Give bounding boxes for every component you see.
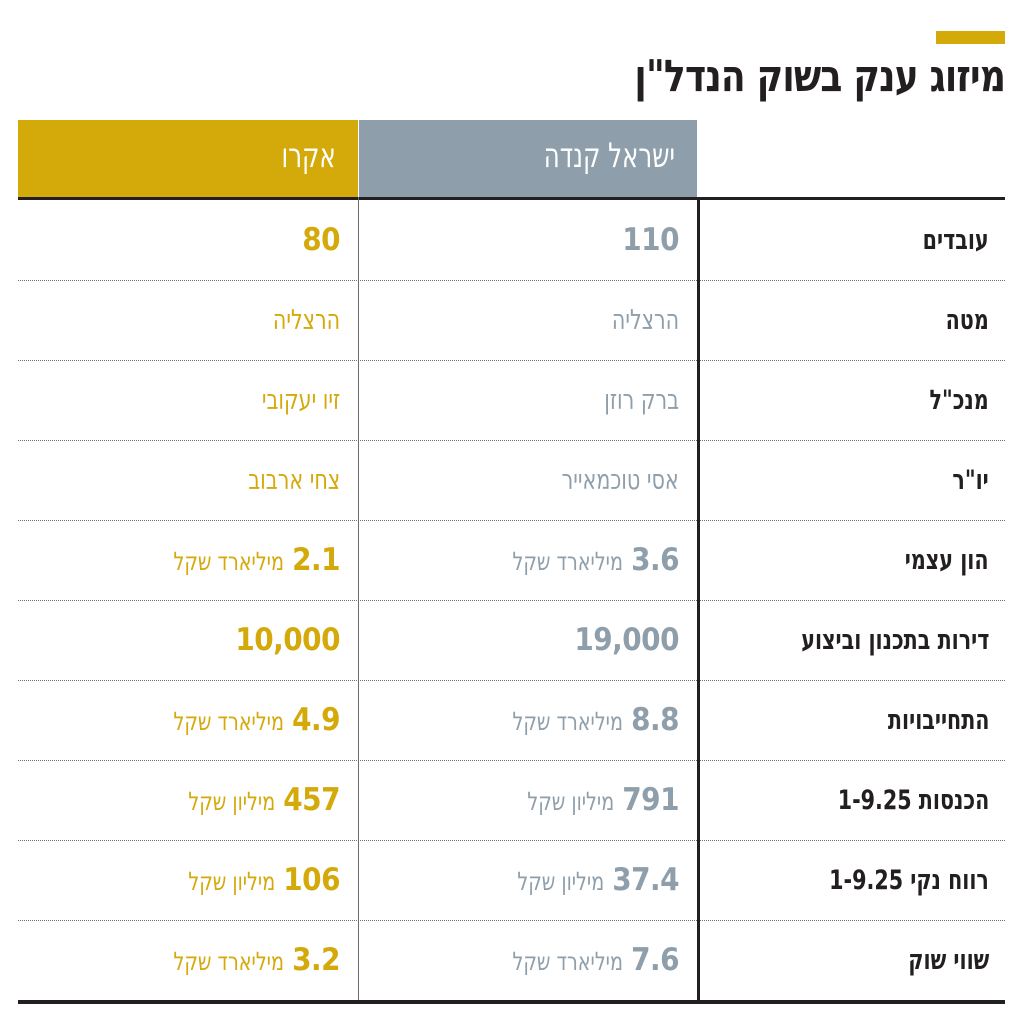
israel-canada-cell: 110	[359, 200, 697, 280]
acro-cell: 10,000	[18, 600, 358, 680]
row-label: הכנסות 1-9.25	[837, 784, 989, 816]
acro-cell: 3.2 מיליארד שקל	[18, 920, 358, 1000]
israel-canada-cell: 791 מיליון שקל	[359, 760, 697, 840]
cell-value: 4.9	[292, 702, 340, 738]
israel-canada-cell: אסי טוכמאייר	[359, 440, 697, 520]
cell-value: 3.2	[292, 942, 340, 978]
row-label-cell: התחייבויות	[699, 680, 989, 760]
acro-cell: צחי ארבוב	[18, 440, 358, 520]
row-label: מנכ"ל	[929, 384, 989, 416]
cell-unit: מיליון שקל	[188, 787, 276, 816]
cell-unit: מיליארד שקל	[512, 707, 624, 736]
cell-unit: מיליון שקל	[527, 787, 615, 816]
cell-text: אסי טוכמאייר	[561, 464, 679, 496]
row-label-cell: עובדים	[699, 200, 989, 280]
cell-unit: מיליארד שקל	[512, 947, 624, 976]
israel-canada-cell: 7.6 מיליארד שקל	[359, 920, 697, 1000]
cell-text: זיו יעקובי	[261, 384, 340, 416]
row-label-cell: מנכ"ל	[699, 360, 989, 440]
row-label-cell: דירות בתכנון וביצוע	[699, 600, 989, 680]
header-divider	[18, 197, 1005, 200]
row-label-cell: הון עצמי	[699, 520, 989, 600]
table-row: יו"ר אסי טוכמאייר צחי ארבוב	[18, 440, 1005, 521]
cell-unit: מיליון שקל	[517, 867, 605, 896]
cell-value: 2.1	[292, 542, 340, 578]
row-label: מטה	[945, 304, 989, 336]
acro-cell: 80	[18, 200, 358, 280]
cell-value: 3.6	[631, 542, 679, 578]
column-divider-thin	[358, 197, 359, 1002]
cell-unit: מיליארד שקל	[173, 947, 285, 976]
israel-canada-cell: 3.6 מיליארד שקל	[359, 520, 697, 600]
israel-canada-cell: הרצליה	[359, 280, 697, 360]
cell-value: 8.8	[631, 702, 679, 738]
row-label-cell: יו"ר	[699, 440, 989, 520]
israel-canada-cell: ברק רוזן	[359, 360, 697, 440]
row-label-cell: רווח נקי 1-9.25	[699, 840, 989, 920]
header-cell-acro: אקרו	[18, 120, 358, 197]
row-label: דירות בתכנון וביצוע	[800, 624, 989, 656]
cell-value: 10,000	[235, 622, 340, 658]
table-row: שווי שוק 7.6 מיליארד שקל 3.2 מיליארד שקל	[18, 920, 1005, 1000]
israel-canada-cell: 37.4 מיליון שקל	[359, 840, 697, 920]
cell-value: 7.6	[631, 942, 679, 978]
table-row: רווח נקי 1-9.25 37.4 מיליון שקל 106 מיליון ש…	[18, 840, 1005, 921]
table-bottom-border	[18, 1000, 1005, 1004]
table-row: הון עצמי 3.6 מיליארד שקל 2.1 מיליארד שקל	[18, 520, 1005, 601]
acro-cell: זיו יעקובי	[18, 360, 358, 440]
table-row: מטה הרצליה הרצליה	[18, 280, 1005, 361]
acro-cell: 4.9 מיליארד שקל	[18, 680, 358, 760]
cell-text: ברק רוזן	[604, 384, 679, 416]
row-label: רווח נקי 1-9.25	[829, 864, 989, 896]
cell-value: 37.4	[612, 862, 679, 898]
row-label: שווי שוק	[907, 944, 989, 976]
acro-cell: 106 מיליון שקל	[18, 840, 358, 920]
header-israel-canada-label: ישראל קנדה	[543, 136, 675, 176]
row-label-cell: מטה	[699, 280, 989, 360]
cell-unit: מיליארד שקל	[512, 547, 624, 576]
cell-unit: מיליון שקל	[188, 867, 276, 896]
row-label: יו"ר	[952, 464, 989, 496]
israel-canada-cell: 8.8 מיליארד שקל	[359, 680, 697, 760]
cell-unit: מיליארד שקל	[173, 707, 285, 736]
cell-text: הרצליה	[611, 304, 679, 336]
title-accent-bar	[936, 31, 1005, 44]
acro-cell: 457 מיליון שקל	[18, 760, 358, 840]
row-label-cell: שווי שוק	[699, 920, 989, 1000]
cell-value: 80	[302, 222, 340, 258]
acro-cell: הרצליה	[18, 280, 358, 360]
table-row: התחייבויות 8.8 מיליארד שקל 4.9 מיליארד שקל	[18, 680, 1005, 761]
row-label: הון עצמי	[905, 544, 989, 576]
row-label: התחייבויות	[887, 704, 989, 736]
cell-value: 110	[622, 222, 679, 258]
cell-value: 457	[283, 782, 340, 818]
cell-text: הרצליה	[272, 304, 340, 336]
header-acro-label: אקרו	[281, 136, 336, 176]
page-title: מיזוג ענק בשוק הנדל"ן	[634, 51, 1006, 102]
table-row: עובדים 110 80	[18, 200, 1005, 281]
israel-canada-cell: 19,000	[359, 600, 697, 680]
row-label: עובדים	[922, 224, 989, 256]
row-label-cell: הכנסות 1-9.25	[699, 760, 989, 840]
cell-text: צחי ארבוב	[248, 464, 340, 496]
cell-value: 791	[622, 782, 679, 818]
table-row: מנכ"ל ברק רוזן זיו יעקובי	[18, 360, 1005, 441]
acro-cell: 2.1 מיליארד שקל	[18, 520, 358, 600]
table-row: הכנסות 1-9.25 791 מיליון שקל 457 מיליון שקל	[18, 760, 1005, 841]
column-divider-thick	[697, 197, 700, 1002]
table-row: דירות בתכנון וביצוע 19,000 10,000	[18, 600, 1005, 681]
header-cell-israel-canada: ישראל קנדה	[359, 120, 697, 197]
cell-unit: מיליארד שקל	[173, 547, 285, 576]
cell-value: 19,000	[574, 622, 679, 658]
cell-value: 106	[283, 862, 340, 898]
